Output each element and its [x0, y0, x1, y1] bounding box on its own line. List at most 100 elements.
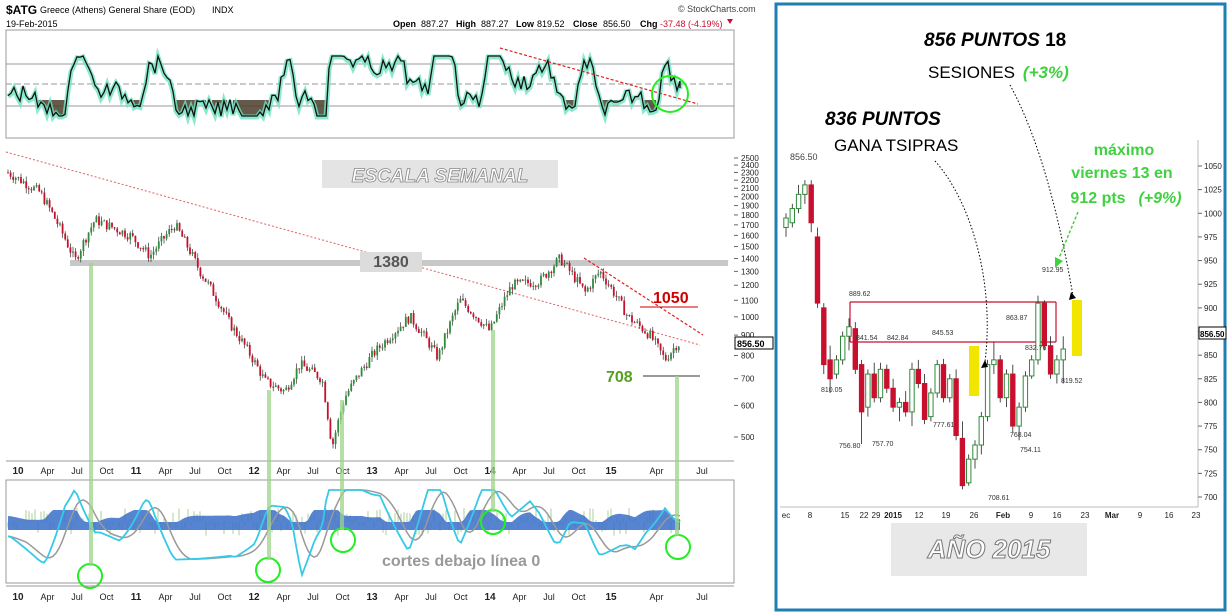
- left-candle: [532, 285, 535, 287]
- arrow-836-head-icon: [981, 360, 988, 368]
- left-candle: [298, 368, 301, 370]
- left-candle: [202, 276, 204, 279]
- left-candle: [540, 275, 542, 286]
- right-candle: [1060, 348, 1066, 361]
- right-price-label: 819.52: [1061, 378, 1083, 385]
- left-x-tick-label: Apr: [394, 592, 408, 602]
- left-chart: $ATG Greece (Athens) General Share (EOD)…: [5, 3, 774, 603]
- left-candle: [139, 247, 142, 249]
- right-x-tick-label: 26: [970, 511, 979, 520]
- left-candle: [381, 347, 384, 349]
- left-candle: [610, 285, 613, 287]
- right-plot-area: [780, 140, 1198, 508]
- price-panel: [6, 142, 734, 457]
- annotation-836-bold: 836 PUNTOS: [825, 109, 941, 130]
- left-candle: [277, 385, 280, 389]
- level-1380-box: [360, 252, 422, 272]
- left-price-tag-text: 856.50: [737, 339, 765, 349]
- left-candle: [389, 340, 392, 343]
- left-candle: [649, 330, 652, 339]
- left-candle: [199, 267, 202, 277]
- left-candle: [597, 273, 600, 276]
- left-x-tick-label: Jul: [71, 466, 83, 476]
- left-candle: [654, 338, 657, 340]
- left-candle: [529, 283, 532, 287]
- left-candle: [376, 345, 379, 356]
- left-x-tick-label: 10: [12, 592, 24, 603]
- left-candle: [415, 324, 418, 330]
- left-candle: [451, 315, 454, 322]
- left-candle: [407, 316, 410, 324]
- right-candle: [795, 193, 802, 210]
- left-candle: [631, 315, 633, 323]
- right-x-tick-label: 19: [942, 511, 951, 520]
- left-candle: [412, 313, 415, 325]
- caption-box: [891, 523, 1087, 576]
- left-candle: [38, 185, 41, 192]
- left-x-tick-label: Oct: [453, 466, 468, 476]
- left-candle: [480, 322, 483, 326]
- left-candle: [43, 192, 46, 205]
- left-candle: [599, 271, 602, 274]
- left-candle: [311, 367, 314, 370]
- left-candle: [511, 287, 514, 290]
- left-x-tick-label: 12: [248, 592, 260, 603]
- left-x-tick-label: Jul: [189, 466, 201, 476]
- left-candle: [667, 359, 670, 361]
- quote-close: 856.50: [603, 19, 631, 29]
- left-y-tick-label: 1600: [741, 231, 759, 240]
- left-candle: [256, 360, 259, 367]
- right-candle: [991, 359, 997, 366]
- left-candle: [430, 345, 433, 348]
- annotation-856-line2: SESIONES (+3%): [928, 63, 1069, 82]
- left-candle: [204, 278, 207, 282]
- right-y-axis: 1050102510009759509259008758508258007757…: [1198, 162, 1222, 502]
- right-candle: [858, 364, 865, 413]
- left-candle: [56, 218, 59, 225]
- left-candle: [618, 296, 620, 298]
- right-price-tag-text: 856.50: [1200, 330, 1225, 339]
- left-y-tick-label: 2000: [741, 193, 759, 202]
- left-candle: [586, 287, 589, 292]
- right-candle: [877, 368, 884, 399]
- right-y-tick-label: 925: [1204, 280, 1218, 289]
- rsi-line: [7, 53, 681, 119]
- left-candle: [217, 301, 220, 307]
- left-candle: [441, 347, 444, 350]
- left-candle: [280, 388, 282, 392]
- left-x-tick-label: Jul: [307, 592, 319, 602]
- left-candle: [326, 402, 329, 420]
- right-candle: [1016, 406, 1022, 427]
- date-axis-2: 10 Apr Jul Oct 11 Apr Jul Oct 12 Apr Jul Oct 13 Apr Ju…: [12, 592, 707, 603]
- right-candle: [984, 364, 991, 418]
- left-candle: [670, 353, 672, 360]
- left-y-tick-label: 2300: [741, 168, 759, 177]
- left-candle: [111, 222, 113, 228]
- right-candle: [890, 387, 896, 408]
- left-candle: [358, 375, 360, 377]
- long-downtrend-line: [5, 151, 701, 346]
- annotation-836-line2: GANA TSIPRAS: [834, 136, 958, 155]
- right-x-axis: ec 8 15 22 29 2015 12 19 26 Feb 9 16 23 Mar 9 16 23: [782, 511, 1201, 520]
- left-candle: [566, 263, 568, 265]
- left-candle: [378, 345, 381, 348]
- symbol: $ATG: [6, 3, 37, 17]
- right-candle: [1003, 373, 1010, 399]
- left-candle: [568, 263, 571, 271]
- left-y-tick-label: 2100: [741, 184, 759, 193]
- left-candle: [92, 222, 95, 228]
- left-candle: [61, 223, 64, 234]
- left-candle: [290, 384, 293, 390]
- left-candle: [516, 279, 519, 282]
- left-candle: [157, 241, 160, 249]
- left-candle: [87, 232, 90, 243]
- left-candle: [534, 285, 537, 287]
- right-price-tag: [1198, 326, 1227, 340]
- right-x-tick-label: 22: [860, 511, 869, 520]
- left-candle: [641, 325, 644, 332]
- left-candle: [498, 307, 501, 315]
- left-candle: [121, 230, 124, 235]
- left-candle: [589, 287, 592, 289]
- left-candle: [170, 229, 173, 231]
